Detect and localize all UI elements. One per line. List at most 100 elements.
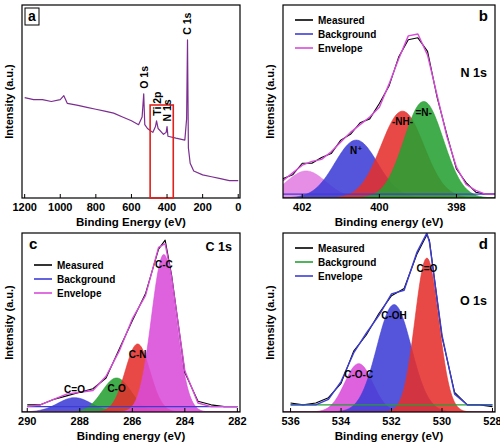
x-tick — [27, 408, 28, 412]
panel-label-box — [25, 8, 39, 25]
legend-label: Measured — [57, 260, 104, 271]
x-axis-label: Binding Energy (eV) — [76, 216, 186, 228]
peak-component — [22, 254, 240, 412]
x-tick-label: 528 — [483, 415, 500, 427]
y-axis-label: Intensity (a.u.) — [264, 64, 276, 139]
peak-label: C-OH — [381, 310, 407, 321]
legend: Measured Background Envelope — [34, 260, 115, 299]
x-tick — [290, 408, 291, 412]
x-tick — [456, 194, 457, 198]
spectrum-line — [25, 40, 239, 181]
x-tick-label: 800 — [87, 201, 105, 213]
x-tick-label: 536 — [281, 415, 299, 427]
x-axis-label: Binding energy (eV) — [77, 430, 186, 442]
x-tick-label: 1200 — [12, 201, 36, 213]
peak-component — [283, 102, 495, 198]
x-tick — [60, 194, 61, 198]
x-tick-label: 398 — [447, 201, 465, 213]
plot-area — [22, 240, 240, 412]
peak-label: -NH- — [392, 116, 413, 127]
legend-label: Measured — [318, 15, 365, 26]
panel: 402400398Binding energy (eV)Intensity (a… — [264, 5, 495, 228]
y-axis-label: Intensity (a.u.) — [3, 285, 15, 360]
legend-swatch — [295, 47, 313, 49]
legend-swatch — [34, 264, 52, 266]
plot-frame — [22, 233, 240, 412]
legend-label: Envelope — [57, 288, 102, 299]
x-tick-label: 532 — [382, 415, 400, 427]
peak-label: =N- — [415, 107, 431, 118]
figure: 1200 1000 800 600 400 200 0 Binding Energy (eV)… — [0, 0, 500, 445]
x-tick — [167, 194, 168, 198]
panel-label: c — [29, 235, 37, 252]
peak-label: C-N — [129, 349, 147, 360]
legend-swatch — [34, 278, 52, 280]
x-tick-label: 530 — [433, 415, 451, 427]
peak-label: C-O-C — [344, 369, 373, 380]
x-tick-label: 0 — [235, 201, 241, 213]
legend-swatch — [34, 292, 52, 294]
x-tick-label: 286 — [123, 415, 141, 427]
x-tick-label: 1000 — [48, 201, 72, 213]
peak-component — [283, 258, 495, 412]
x-axis-label: Binding energy (eV) — [335, 216, 444, 228]
x-tick — [492, 408, 493, 412]
x-tick-label: 200 — [193, 201, 211, 213]
series-line — [291, 235, 493, 407]
x-tick-label: 290 — [18, 415, 36, 427]
series-line — [283, 34, 495, 194]
x-tick — [341, 408, 342, 412]
x-tick — [79, 408, 80, 412]
x-tick — [442, 408, 443, 412]
panel: 290 288 286 284 282 Binding energy (eV) Intens… — [3, 233, 247, 442]
x-tick-label: 282 — [228, 415, 246, 427]
x-tick — [379, 194, 380, 198]
peak-component — [283, 305, 495, 412]
panel: 536534532530528Binding energy (eV)Intens… — [264, 233, 500, 442]
x-tick — [302, 194, 303, 198]
legend-label: Envelope — [318, 271, 363, 282]
x-tick — [131, 194, 132, 198]
x-tick-label: 288 — [71, 415, 89, 427]
legend-swatch — [295, 261, 313, 263]
element-title: O 1s — [460, 294, 487, 308]
legend: Measured Background Envelope — [295, 243, 376, 282]
peak-annotation: O 1s — [138, 66, 150, 89]
legend-label: Background — [318, 29, 376, 40]
x-tick — [237, 408, 238, 412]
x-tick-label: 600 — [122, 201, 140, 213]
x-tick-label: 284 — [176, 415, 195, 427]
x-tick — [391, 408, 392, 412]
x-tick — [95, 194, 96, 198]
peak-component — [22, 344, 240, 412]
peak-label: C-C — [155, 259, 173, 270]
plot-frame — [22, 5, 240, 198]
series-line — [27, 406, 237, 407]
y-axis-label: Intensity (a.u.) — [3, 64, 15, 139]
legend-swatch — [295, 275, 313, 277]
series-line — [27, 244, 237, 407]
peak-label: C=O — [416, 263, 437, 274]
plot-area — [283, 233, 495, 412]
peak-annotation: N 1s — [161, 99, 173, 121]
legend-swatch — [295, 19, 313, 21]
x-tick — [238, 194, 239, 198]
legend-label: Background — [57, 274, 115, 285]
legend-swatch — [295, 247, 313, 249]
peak-label: C=O — [64, 384, 85, 395]
panel: 1200 1000 800 600 400 200 0 Binding Energy (eV)… — [3, 5, 241, 228]
legend-swatch — [295, 33, 313, 35]
x-tick-label: 534 — [332, 415, 351, 427]
series-line — [27, 240, 237, 406]
legend-label: Background — [318, 257, 376, 268]
peak-annotation: C 1s — [182, 12, 194, 34]
x-tick-label: 400 — [370, 201, 388, 213]
x-tick-label: 400 — [158, 201, 176, 213]
panel-label: b — [479, 7, 488, 24]
x-axis-label: Binding energy (eV) — [335, 430, 444, 442]
legend-label: Envelope — [318, 43, 363, 54]
x-tick — [184, 408, 185, 412]
legend: Measured Background Envelope — [295, 15, 376, 54]
legend-label: Measured — [318, 243, 365, 254]
series-line — [283, 194, 495, 195]
